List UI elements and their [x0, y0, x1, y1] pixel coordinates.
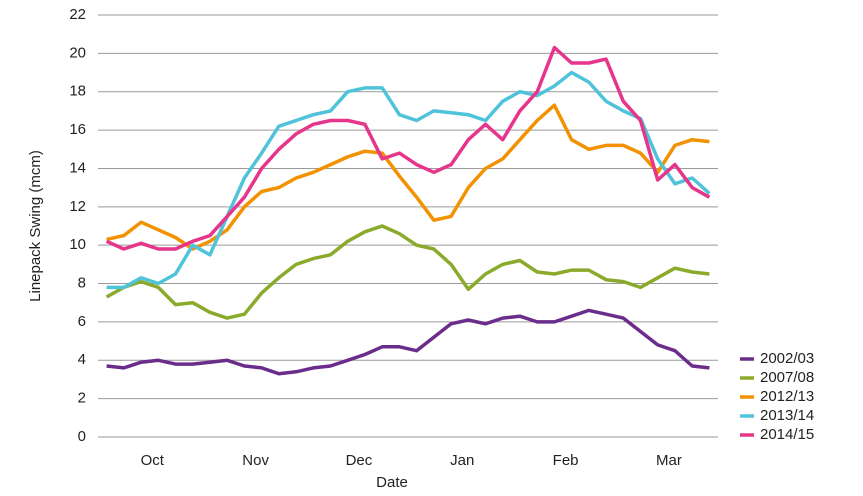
y-tick-label: 2 — [78, 390, 86, 407]
y-tick-label: 4 — [78, 351, 86, 368]
series-line — [105, 45, 711, 251]
x-tick-label: Mar — [656, 452, 682, 469]
y-tick-label: 12 — [69, 198, 86, 215]
series-line — [105, 224, 710, 320]
y-axis-label: Linepack Swing (mcm) — [27, 150, 44, 302]
x-tick-label: Jan — [450, 452, 474, 469]
series-line — [106, 103, 710, 251]
y-tick-label: 10 — [69, 236, 86, 253]
y-tick-label: 20 — [69, 44, 86, 61]
y-tick-label: 18 — [69, 83, 86, 100]
y-tick-label: 0 — [78, 428, 86, 445]
legend-label: 2002/03 — [760, 350, 814, 367]
series-line — [106, 70, 711, 290]
x-tick-label: Dec — [346, 452, 373, 469]
y-tick-label: 16 — [69, 121, 86, 138]
y-tick-label: 22 — [69, 6, 86, 23]
x-tick-label: Oct — [141, 452, 165, 469]
y-tick-label: 14 — [69, 159, 86, 176]
legend-label: 2007/08 — [760, 369, 814, 386]
legend-label: 2012/13 — [760, 388, 814, 405]
y-tick-label: 6 — [78, 313, 86, 330]
series-line — [106, 308, 710, 376]
x-tick-label: Feb — [553, 452, 579, 469]
y-tick-label: 8 — [78, 275, 86, 292]
legend-label: 2013/14 — [760, 407, 814, 424]
x-axis-label: Date — [376, 474, 408, 491]
legend-label: 2014/15 — [760, 426, 814, 443]
x-tick-label: Nov — [242, 452, 269, 469]
